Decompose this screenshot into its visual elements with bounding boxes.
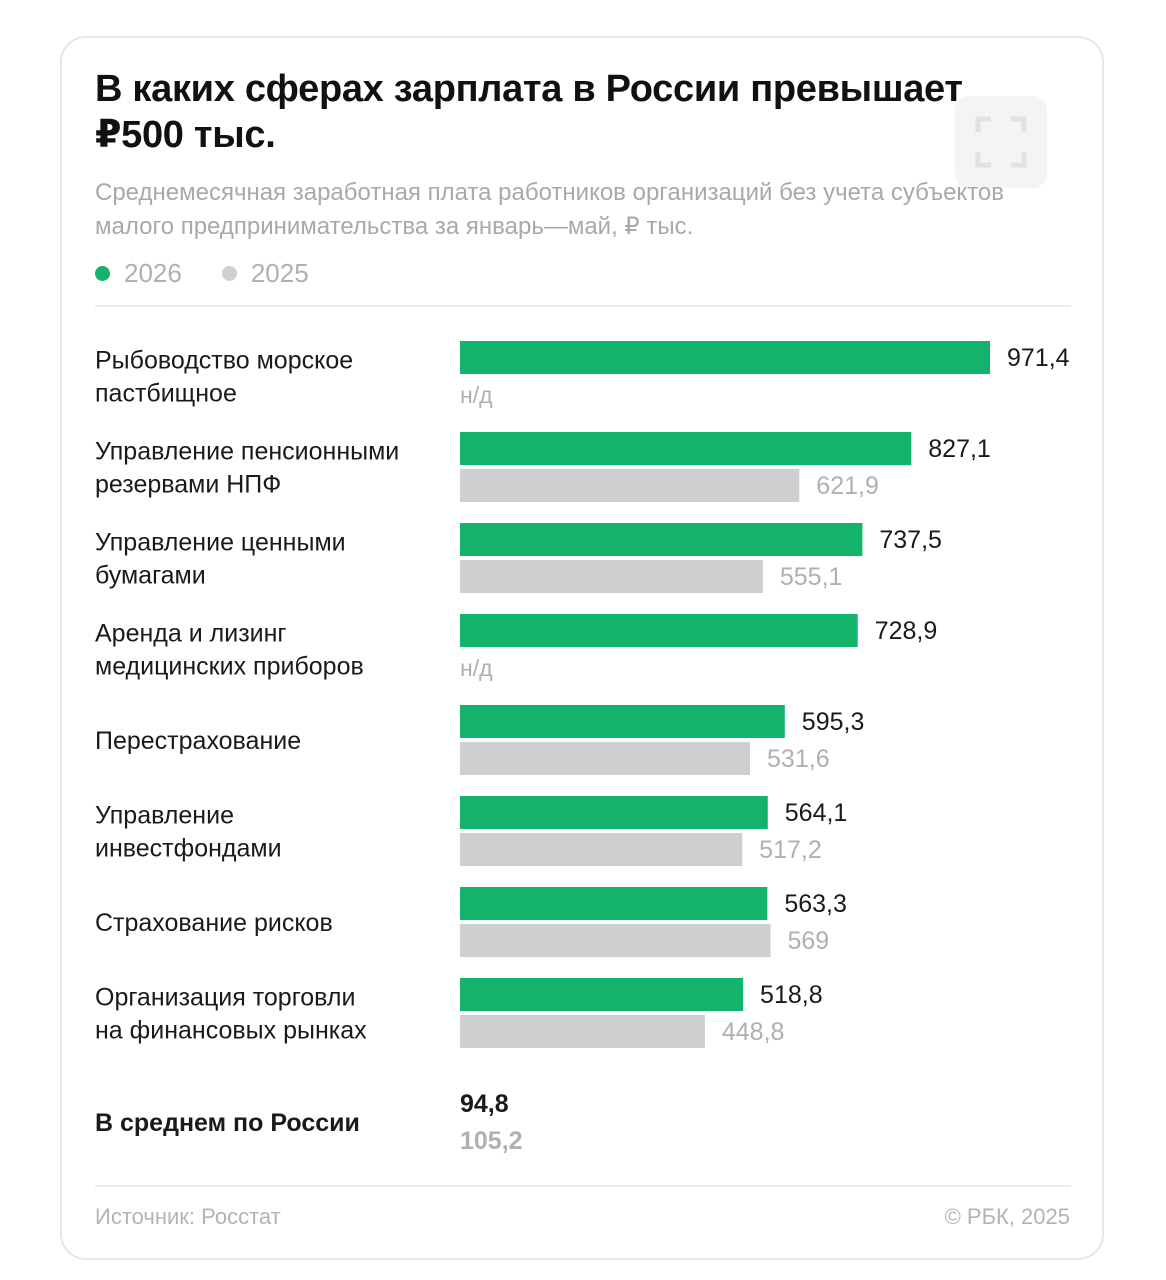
legend-label-2026: 2026 [124,257,182,288]
category-label: на финансовых рынках [95,1017,367,1045]
bar-2025 [460,833,743,866]
top-divider [95,305,1071,307]
value-label-2026: 563,3 [784,890,847,918]
average-label: В среднем по России [95,1109,360,1137]
value-label-2025: 531,6 [767,745,830,773]
bar-2025 [460,742,751,775]
value-label-2026: 971,4 [1007,344,1070,372]
value-label-2025: 555,1 [780,563,843,591]
value-label-2026: 595,3 [802,708,865,736]
category-label: медицинских приборов [95,653,364,681]
value-label-2026: 737,5 [879,526,942,554]
value-label-2025: н/д [460,655,493,681]
value-label-2026: 564,1 [785,799,848,827]
bar-2026 [460,978,744,1011]
chart-card [60,36,1104,1260]
category-label: резервами НПФ [95,471,281,499]
category-label: Рыбоводство морское [95,347,353,375]
legend-item-2026: 2026 [95,258,182,289]
category-label: Страхование рисков [95,909,333,937]
value-label-2026: 728,9 [875,617,938,645]
category-label: пастбищное [95,380,237,408]
expand-button[interactable] [955,96,1047,188]
legend-dot-2026 [95,265,110,281]
value-label-2025: н/д [460,382,493,408]
category-label: бумагами [95,562,206,590]
bar-2026 [460,614,858,647]
bar-2025 [460,469,800,502]
bar-chart: Рыбоводство морское пастбищное 971,4 н/д Упр… [95,341,1070,1155]
legend-label-2025: 2025 [250,257,309,288]
category-label: Управление ценными [95,529,346,557]
category-label: Управление пенсионными [95,438,399,466]
value-label-2025: 517,2 [759,836,822,864]
value-label-2026: 827,1 [928,435,991,463]
legend-dot-2025 [221,265,237,281]
legend-item-2025: 2025 [221,257,309,289]
category-label: Управление [95,802,234,830]
source-note: Источник: Росстат [95,1204,281,1229]
average-value-2026: 94,8 [460,1090,509,1118]
bar-2026 [460,796,768,829]
value-label-2025: 448,8 [722,1018,785,1046]
value-label-2025: 621,9 [816,472,879,500]
chart-subtitle: Среднемесячная заработная плата работник… [95,179,1005,240]
bar-2026 [460,705,785,738]
bar-2026 [460,523,863,556]
bottom-divider [95,1185,1071,1187]
chart-title: В каких сферах зарплата в России превыша… [95,68,963,156]
bar-2026 [460,432,912,465]
bar-2025 [460,560,763,593]
bar-2026 [460,887,768,920]
bar-2025 [460,924,771,957]
bar-2025 [460,1015,705,1048]
category-label: Перестрахование [95,727,301,755]
copyright: © РБК, 2025 [944,1204,1070,1229]
legend: 2026 2025 [95,255,349,291]
bar-2026 [460,341,990,374]
category-label: Организация торговли [95,984,355,1012]
category-label: инвестфондами [95,835,282,863]
value-label-2025: 569 [787,927,829,955]
value-label-2026: 518,8 [760,981,823,1009]
average-value-2025: 105,2 [460,1127,523,1155]
category-label: Аренда и лизинг [95,620,287,648]
expand-icon [975,116,1027,168]
